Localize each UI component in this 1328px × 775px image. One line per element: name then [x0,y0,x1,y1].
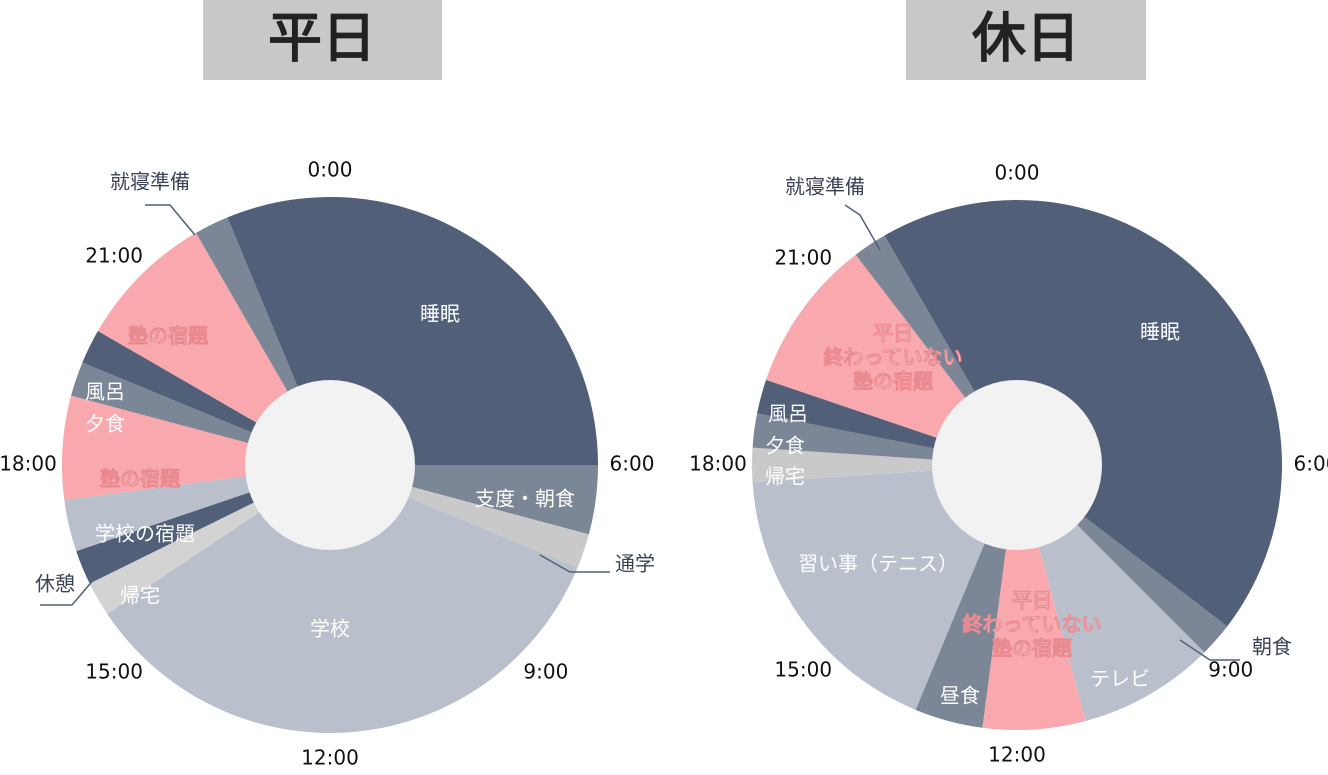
slice-label: テレビ [1090,667,1150,691]
chart-title: 休日 [971,7,1080,70]
title-box [203,0,442,80]
tick-mark [138,273,140,275]
tick-mark [827,275,829,277]
slice-label: 平日終わっていない塾の宿題 [824,321,963,393]
slice-label: 風呂 [85,380,125,404]
slice-label: 帰宅 [120,584,160,608]
leader-line [145,204,196,236]
slice-label: 朝食 [1252,635,1292,659]
tick-label: 12:00 [988,743,1046,767]
slice-label: 就寝準備 [785,175,865,199]
leader-line [844,204,881,251]
leader-line [1179,639,1240,661]
tick-label: 9:00 [523,659,568,683]
title-box [906,0,1146,80]
slice-label: 学校 [310,617,350,641]
slice-label: 通学 [615,552,655,576]
chart-title: 平日 [268,7,376,70]
donut-hole [932,380,1102,550]
tick-label: 6:00 [610,452,655,476]
tick-mark [520,655,522,657]
slice-label: 夕食 [765,434,805,458]
slice [751,447,1017,483]
tick-mark [1204,652,1206,654]
tick-label: 6:00 [1294,452,1328,476]
slice-label: 就寝準備 [110,170,190,194]
slice [107,465,578,733]
slice [982,465,1086,730]
slice-label: 習い事（テニス） [798,552,958,576]
slice-label: 休憩 [35,572,75,596]
slice-label: 支度・朝食 [475,487,575,511]
leader-line [539,554,610,573]
slice-label: 平日終わっていない塾の宿題 [963,588,1102,660]
slice-label: 風呂 [768,402,808,426]
tick-label: 0:00 [995,161,1040,185]
tick-label: 0:00 [308,158,353,182]
slice [62,395,330,500]
tick-label: 15:00 [85,659,143,683]
slice [752,465,1017,710]
slice-label: 睡眠 [420,302,460,326]
slice-label: 帰宅 [765,465,805,489]
tick-label: 21:00 [774,246,832,270]
tick-label: 12:00 [301,746,359,770]
tick-label: 9:00 [1208,657,1253,681]
slice-label: 塾の宿題 [100,467,181,491]
slice-label: 塾の宿題 [128,324,209,348]
tick-mark [138,655,140,657]
slice-label: 睡眠 [1140,320,1180,344]
slice-label: 昼食 [940,684,980,708]
leader-line [40,577,96,606]
tick-label: 18:00 [689,452,747,476]
tick-label: 18:00 [0,452,57,476]
slice-label: 夕食 [85,412,125,436]
tick-label: 15:00 [774,657,832,681]
slice-label: 学校の宿題 [95,522,195,546]
tick-label: 21:00 [85,244,143,268]
tick-mark [827,652,829,654]
donut-hole [245,380,415,550]
